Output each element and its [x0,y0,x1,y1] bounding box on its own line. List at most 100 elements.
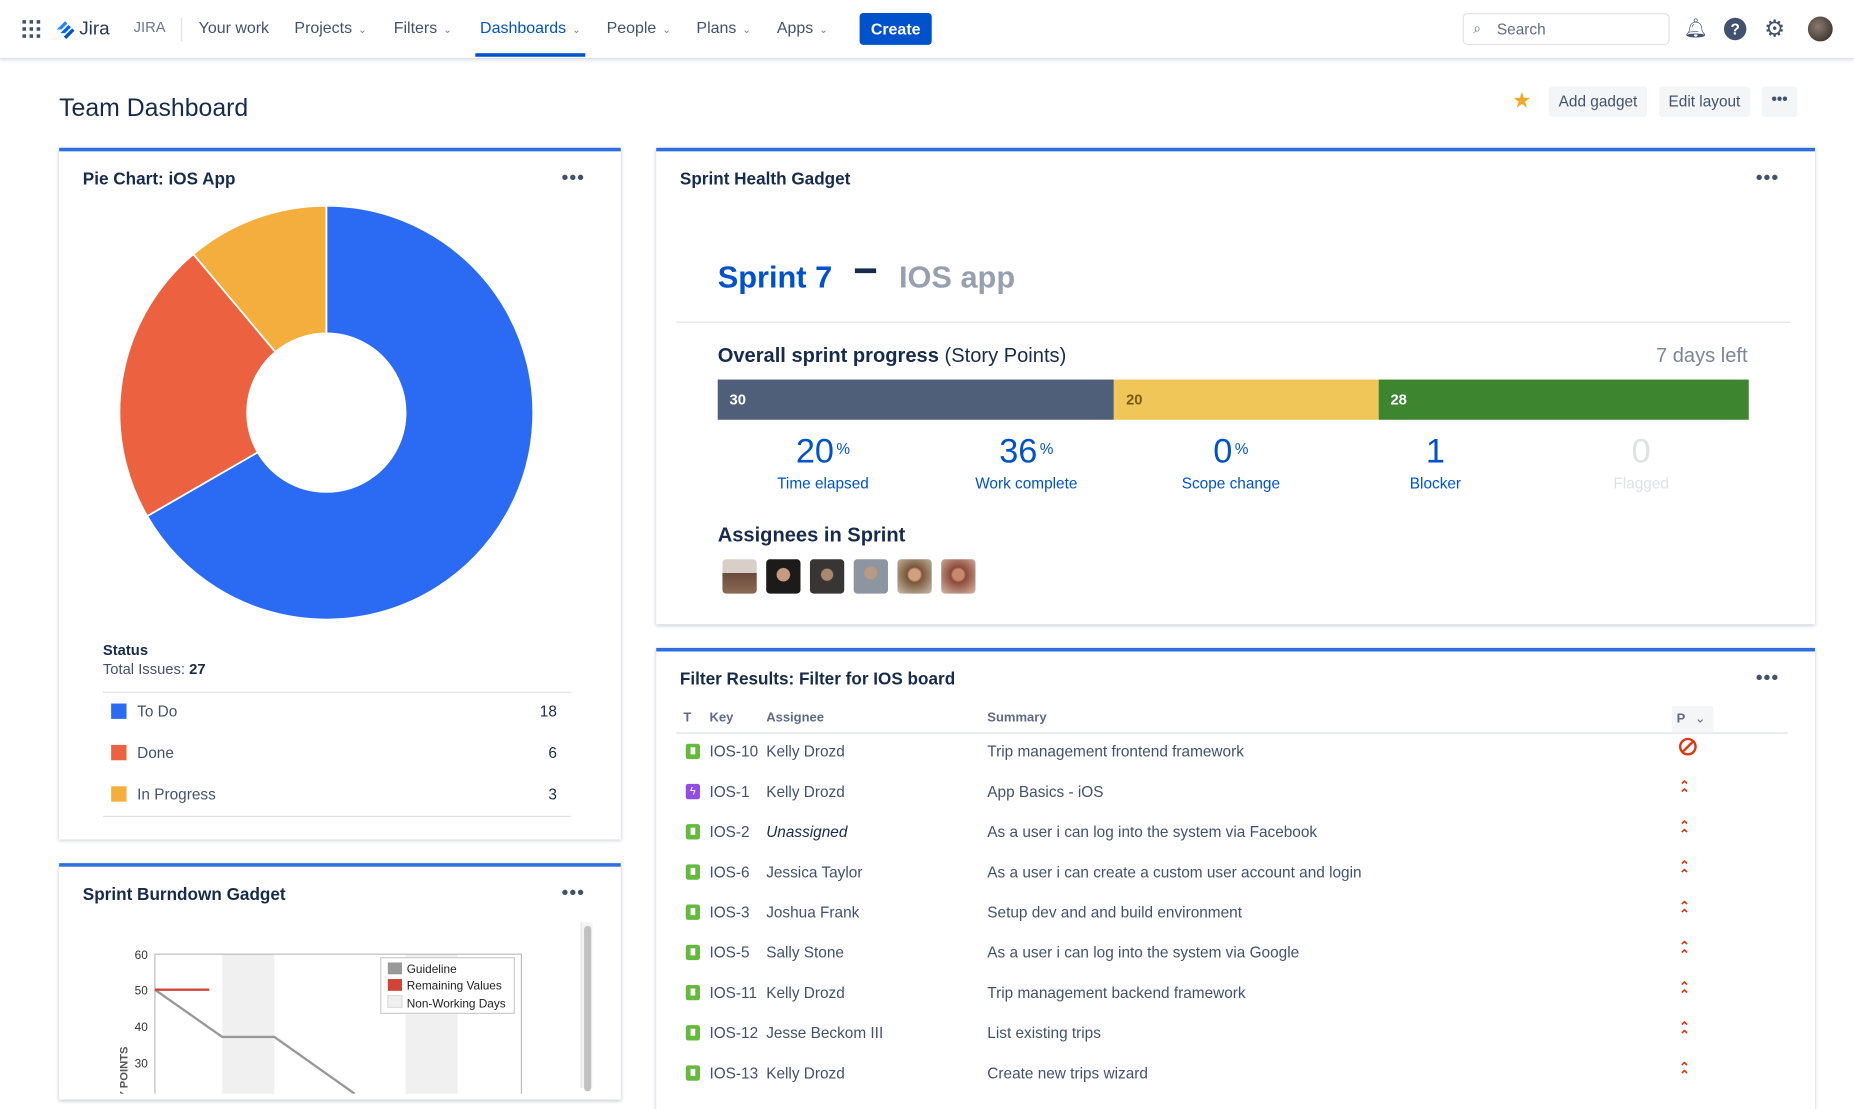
stat-label[interactable]: Scope change [1181,474,1281,492]
legend-row-in-progress[interactable]: In Progress 3 [103,774,571,814]
chevron-down-icon: ⌄ [742,23,752,36]
search-input[interactable]: ⌕ Search [1462,13,1670,45]
assignee-avatar[interactable] [853,559,888,594]
issue-summary[interactable]: List existing trips [987,1023,1101,1042]
issue-assignee[interactable]: Kelly Drozd [766,1064,845,1082]
stat-value: 0% [1136,433,1325,472]
star-icon[interactable]: ★ [1512,88,1532,113]
issue-assignee[interactable]: Kelly Drozd [766,782,845,801]
issue-assignee[interactable]: Jessica Taylor [766,863,863,881]
stat-label[interactable]: Blocker [1409,474,1462,492]
issue-key[interactable]: IOS-12 [709,1023,759,1042]
filter-results-gadget: Filter Results: Filter for IOS board ••• [656,647,1815,1109]
notifications-bell-icon[interactable]: 🔔︎ [1683,18,1708,40]
add-gadget-button[interactable]: Add gadget [1548,86,1648,118]
issue-summary[interactable]: Create new trips wizard [987,1064,1148,1082]
legend-row-done[interactable]: Done 6 [103,733,571,773]
table-row[interactable]: IOS-2 Unassigned As a user i can log into … [676,813,1787,853]
legend-label: To Do [137,702,178,721]
issue-summary[interactable]: Setup dev and and build environment [987,903,1242,922]
help-icon[interactable]: ? [1723,17,1747,41]
create-button[interactable]: Create [859,13,932,45]
column-header-priority[interactable]: P ⌄ [1671,705,1714,732]
nav-dashboards[interactable]: Dashboards ⌄ [480,19,581,37]
issue-key[interactable]: IOS-10 [709,742,759,761]
issue-key[interactable]: IOS-13 [709,1064,759,1082]
nav-filters[interactable]: Filters ⌄ [394,19,452,37]
site-name[interactable]: JIRA [133,18,166,36]
issue-assignee[interactable]: Kelly Drozd [766,742,845,761]
priority-highest-icon: ⌃ ⌃ [1679,779,1690,802]
pie-slice-to-do[interactable] [145,204,535,621]
nav-your-work[interactable]: Your work [199,19,269,37]
legend-count: 3 [548,785,557,803]
progress-segment[interactable]: 20 [1114,379,1379,420]
issue-key[interactable]: IOS-3 [709,903,750,922]
sprint-name[interactable]: Sprint 7 [717,258,833,295]
priority-highest-icon: ⌃ ⌃ [1679,899,1690,923]
scrollbar[interactable] [580,922,593,1092]
scrollbar-thumb[interactable] [584,925,592,1092]
assignee-avatar[interactable] [766,559,801,594]
column-header-summary[interactable]: Summary [987,710,1047,725]
page-title: Team Dashboard [59,94,249,122]
issue-assignee[interactable]: Sally Stone [766,943,844,962]
table-row[interactable]: IOS-3 Joshua Frank Setup dev and and build… [676,894,1787,934]
pie-slice-in-progress[interactable] [192,204,328,354]
nav-projects[interactable]: Projects ⌄ [294,19,367,37]
assignee-avatar[interactable] [897,559,932,594]
column-header-assignee[interactable]: Assignee [766,710,825,725]
progress-segment[interactable]: 30 [717,379,1115,420]
progress-segment[interactable]: 28 [1378,379,1749,420]
issue-assignee[interactable]: Kelly Drozd [766,983,845,1002]
issue-summary[interactable]: App Basics - iOS [987,782,1104,801]
gadget-menu-button[interactable]: ••• [561,167,586,189]
jira-logo[interactable]: Jira [54,17,110,43]
issue-assignee[interactable]: Joshua Frank [766,903,860,922]
stat-label[interactable]: Work complete [975,474,1078,492]
legend-count: 6 [548,743,557,762]
table-row[interactable]: IOS-5 Sally Stone As a user i can log into… [676,934,1787,974]
issue-key[interactable]: IOS-1 [709,782,750,801]
issue-key[interactable]: IOS-11 [709,983,757,1002]
stat-label[interactable]: Flagged [1613,474,1669,492]
nav-plans[interactable]: Plans ⌄ [696,19,751,37]
issue-key[interactable]: IOS-6 [709,863,750,881]
issue-assignee[interactable]: Jesse Beckom III [766,1023,884,1042]
user-avatar[interactable] [1807,16,1833,42]
chevron-down-icon: ⌄ [443,23,453,36]
issue-summary[interactable]: Trip management backend framework [987,983,1246,1002]
pie-slice-done[interactable] [118,252,277,518]
more-actions-button[interactable]: ••• [1761,86,1798,118]
issue-key[interactable]: IOS-2 [709,822,750,841]
stat-label[interactable]: Time elapsed [777,474,869,492]
gadget-menu-button[interactable]: ••• [1755,167,1780,189]
table-row[interactable]: IOS-6 Jessica Taylor As a user i can creat… [676,854,1787,894]
gadget-menu-button[interactable]: ••• [561,883,586,904]
assignee-avatar[interactable] [809,559,845,594]
legend-row-to-do[interactable]: To Do 18 [103,692,571,732]
edit-layout-button[interactable]: Edit layout [1658,86,1750,118]
column-header-type[interactable]: T [683,710,692,725]
chevron-down-icon: ⌄ [662,23,672,36]
column-header-key[interactable]: Key [709,710,734,725]
nav-label: Your work [198,18,270,37]
issue-summary[interactable]: As a user i can create a custom user acc… [987,863,1362,881]
assignee-avatar[interactable] [722,559,757,594]
nav-apps[interactable]: Apps ⌄ [777,19,828,37]
issue-summary[interactable]: Trip management frontend framework [987,742,1244,761]
issue-key[interactable]: IOS-5 [709,943,750,962]
app-switcher-icon[interactable] [22,20,41,38]
settings-gear-icon[interactable]: ⚙ [1764,16,1786,43]
nav-people[interactable]: People ⌄ [607,19,672,37]
table-row[interactable]: IOS-10 Kelly Drozd Trip management fronten… [676,733,1787,773]
issue-summary[interactable]: As a user i can log into the system via … [987,943,1300,962]
assignee-avatar[interactable] [941,559,976,594]
issue-summary[interactable]: As a user i can log into the system via … [987,822,1318,841]
issue-assignee[interactable]: Unassigned [766,822,848,841]
gadget-menu-button[interactable]: ••• [1755,668,1780,689]
table-row[interactable]: IOS-12 Jesse Beckom III List existing trip… [676,1014,1787,1054]
table-row[interactable]: IOS-11 Kelly Drozd Trip management backend… [676,974,1787,1014]
table-row[interactable]: IOS-13 Kelly Drozd Create new trips wizard… [676,1055,1787,1095]
table-row[interactable]: ϟ IOS-1 Kelly Drozd App Basics - iOS ⌃ ⌃ [676,773,1787,813]
